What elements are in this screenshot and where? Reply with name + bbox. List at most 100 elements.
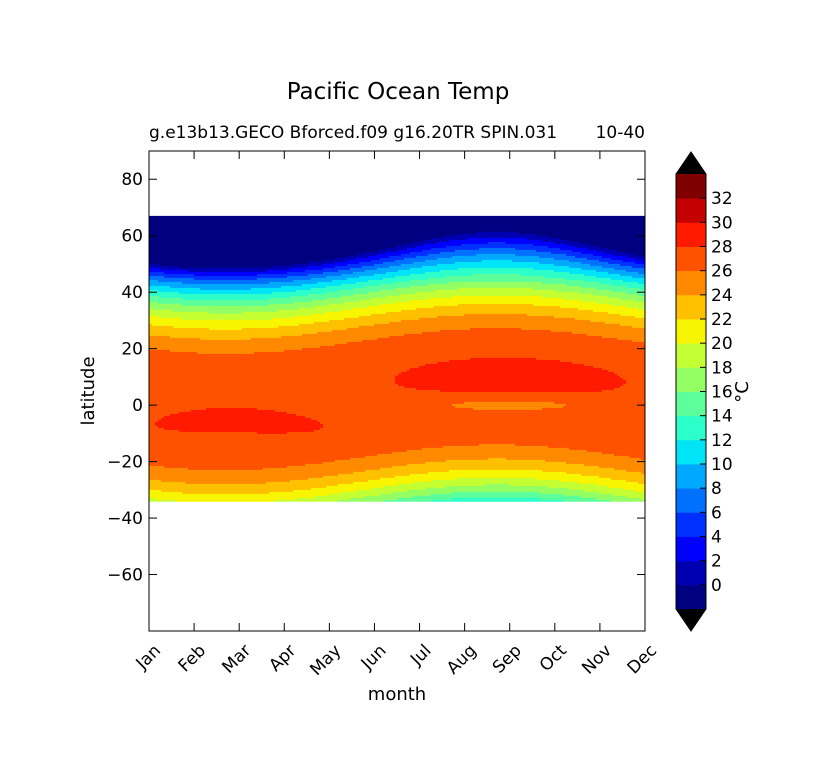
contour-cell xyxy=(152,243,156,247)
contour-cell xyxy=(149,283,153,287)
contour-cell xyxy=(152,319,156,323)
contour-cell xyxy=(161,329,165,333)
contour-cell xyxy=(155,411,159,415)
contour-cell xyxy=(161,419,165,423)
contour-cell xyxy=(149,445,153,449)
contour-cell xyxy=(158,219,162,223)
contour-cell xyxy=(155,303,159,307)
contour-cell xyxy=(155,225,159,229)
contour-cell xyxy=(152,355,156,359)
contour-cell xyxy=(149,345,153,349)
contour-cell xyxy=(164,387,168,391)
contour-cell xyxy=(155,451,159,455)
contour-cell xyxy=(158,425,162,429)
contour-cell xyxy=(155,335,159,339)
contour-cell xyxy=(152,297,156,301)
contour-cell xyxy=(164,499,168,502)
contour-cell xyxy=(149,483,153,487)
contour-cell xyxy=(158,267,162,271)
contour-cell xyxy=(149,397,153,401)
contour-cell xyxy=(158,445,162,449)
contour-cell xyxy=(161,309,165,313)
contour-cell xyxy=(161,405,165,409)
contour-cell xyxy=(152,413,156,417)
contour-cell xyxy=(155,415,159,419)
contour-cell xyxy=(152,271,156,275)
contour-cell xyxy=(152,427,156,431)
contour-cell xyxy=(149,491,153,495)
contour-cell xyxy=(167,315,171,319)
contour-cell xyxy=(149,395,153,399)
contour-cell xyxy=(155,289,159,293)
contour-cell xyxy=(158,465,162,469)
contour-cell xyxy=(167,309,171,313)
contour-cell xyxy=(158,287,162,291)
contour-cell xyxy=(158,277,162,281)
contour-cell xyxy=(155,307,159,311)
contour-cell xyxy=(164,299,168,303)
contour-cell xyxy=(164,461,168,465)
contour-cell xyxy=(161,303,165,307)
contour-cell xyxy=(161,425,165,429)
contour-cell xyxy=(149,227,153,231)
contour-cell xyxy=(164,315,168,319)
contour-cell xyxy=(152,375,156,379)
contour-cell xyxy=(161,249,165,253)
contour-cell xyxy=(164,343,168,347)
contour-cell xyxy=(167,321,171,325)
contour-cell xyxy=(158,357,162,361)
contour-cell xyxy=(161,431,165,435)
contour-cell xyxy=(158,241,162,245)
contour-cell xyxy=(164,221,168,225)
contour-cell xyxy=(155,371,159,375)
contour-cell xyxy=(161,445,165,449)
contour-cell xyxy=(158,439,162,443)
contour-cell xyxy=(164,399,168,403)
contour-cell xyxy=(152,383,156,387)
contour-cell xyxy=(155,315,159,319)
contour-cell xyxy=(161,441,165,445)
contour-cell xyxy=(149,393,153,397)
contour-cell xyxy=(164,333,168,337)
contour-cell xyxy=(152,301,156,305)
contour-cell xyxy=(149,339,153,343)
contour-cell xyxy=(152,343,156,347)
contour-cell xyxy=(155,247,159,251)
contour-cell xyxy=(161,479,165,483)
contour-cell xyxy=(158,413,162,417)
contour-cell xyxy=(164,413,168,417)
contour-cell xyxy=(164,241,168,245)
contour-cell xyxy=(155,249,159,253)
contour-cell xyxy=(152,221,156,225)
contour-cell xyxy=(149,241,153,245)
contour-cell xyxy=(152,491,156,495)
contour-cell xyxy=(158,387,162,391)
contour-cell xyxy=(158,451,162,455)
contour-cell xyxy=(158,489,162,493)
contour-cell xyxy=(164,275,168,279)
contour-cell xyxy=(161,245,165,249)
contour-cell xyxy=(149,481,153,485)
contour-cell xyxy=(164,487,168,491)
contour-cell xyxy=(149,215,153,219)
contour-cell xyxy=(167,311,171,315)
contour-cell xyxy=(155,461,159,465)
contour-cell xyxy=(155,479,159,483)
contour-cell xyxy=(155,231,159,235)
contour-cell xyxy=(152,251,156,255)
contour-cell xyxy=(149,301,153,305)
contour-cell xyxy=(152,493,156,497)
contour-cell xyxy=(149,489,153,493)
contour-cell xyxy=(152,461,156,465)
contour-cell xyxy=(158,391,162,395)
contour-cell xyxy=(149,465,153,469)
contour-cell xyxy=(158,223,162,227)
contour-cell xyxy=(164,473,168,477)
contour-cell xyxy=(152,235,156,239)
contour-cell xyxy=(161,421,165,425)
contour-cell xyxy=(167,237,171,241)
contour-cell xyxy=(155,457,159,461)
contour-cell xyxy=(167,329,171,333)
contour-cell xyxy=(167,305,171,309)
contour-cell xyxy=(164,323,168,327)
